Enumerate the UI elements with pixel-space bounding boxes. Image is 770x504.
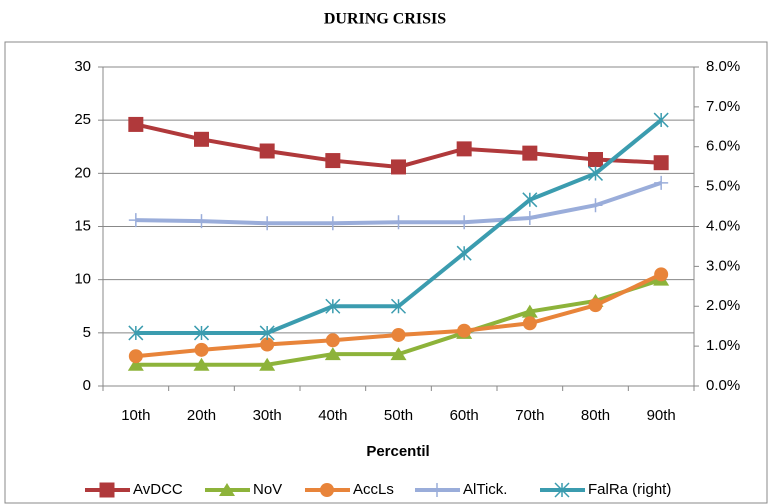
x-tick-label: 20th (187, 407, 216, 424)
series-line (135, 272, 663, 359)
data-point (194, 131, 209, 147)
y-tick-label: 30 (74, 58, 91, 75)
y2-tick-label: 0.0% (706, 377, 740, 394)
data-point (588, 152, 603, 168)
data-point (193, 325, 210, 341)
data-point (194, 214, 209, 229)
data-point (325, 333, 340, 348)
chart-frame (4, 41, 768, 504)
y-tick-label: 25 (74, 111, 91, 128)
data-point (127, 357, 144, 371)
legend-label: AccLs (353, 481, 394, 498)
x-tick-label: 80th (581, 407, 610, 424)
y2-tick-label: 5.0% (706, 178, 740, 195)
chart-title: DURING CRISIS (324, 11, 446, 28)
data-point (325, 153, 341, 169)
data-point (128, 325, 144, 341)
x-tick-label: 50th (384, 407, 413, 424)
data-point (653, 155, 669, 171)
data-point (325, 298, 341, 314)
data-point (588, 298, 603, 313)
data-point (522, 210, 537, 225)
legend-label: AvDCC (133, 481, 183, 498)
y-tick-label: 15 (74, 217, 91, 234)
y2-tick-label: 6.0% (706, 138, 740, 155)
legend-label: NoV (253, 481, 282, 498)
data-point (522, 192, 538, 208)
x-tick-label: 10th (121, 407, 150, 424)
x-tick-label: 90th (647, 407, 676, 424)
data-point (260, 216, 275, 231)
data-point (654, 267, 669, 282)
data-point (456, 245, 472, 261)
x-tick-label: 70th (515, 407, 544, 424)
y-tick-label: 0 (83, 377, 91, 394)
legend-marker (219, 483, 235, 496)
x-tick-label: 40th (318, 407, 347, 424)
data-point (325, 216, 340, 231)
data-point (193, 357, 210, 371)
data-point (391, 159, 406, 175)
data-point (588, 198, 603, 213)
data-point (259, 143, 275, 159)
data-point (654, 175, 669, 190)
data-point (324, 347, 341, 361)
data-point (194, 342, 209, 357)
x-tick-label: 30th (253, 407, 282, 424)
data-point (522, 316, 537, 331)
x-tick-label: 60th (450, 407, 479, 424)
legend-label: FalRa (right) (588, 481, 671, 498)
data-point (522, 145, 538, 161)
data-point (456, 141, 472, 157)
y2-tick-label: 3.0% (706, 257, 740, 274)
data-point (128, 213, 143, 228)
data-point (457, 215, 472, 230)
y-tick-label: 20 (74, 164, 91, 181)
data-point (391, 327, 406, 342)
data-point (128, 116, 144, 132)
y2-tick-label: 1.0% (706, 337, 740, 354)
y-tick-label: 5 (83, 324, 91, 341)
legend-marker (430, 483, 444, 497)
data-point (390, 298, 407, 314)
y2-tick-label: 4.0% (706, 217, 740, 234)
legend-label: AlTick. (463, 481, 507, 498)
y-tick-label: 10 (74, 271, 91, 288)
legend-marker (99, 482, 115, 498)
y2-tick-label: 2.0% (706, 297, 740, 314)
data-point (391, 215, 406, 230)
data-point (521, 304, 538, 318)
legend-marker (320, 483, 334, 497)
data-point (587, 165, 604, 181)
data-point (259, 325, 275, 341)
legend-marker (554, 482, 570, 498)
y2-tick-label: 8.0% (706, 58, 740, 75)
y2-tick-label: 7.0% (706, 98, 740, 115)
data-point (128, 349, 143, 364)
data-point (457, 323, 472, 338)
data-point (390, 347, 407, 361)
data-point (259, 357, 276, 371)
x-axis-title: Percentil (366, 443, 429, 460)
data-point (260, 337, 275, 352)
data-point (653, 112, 669, 128)
